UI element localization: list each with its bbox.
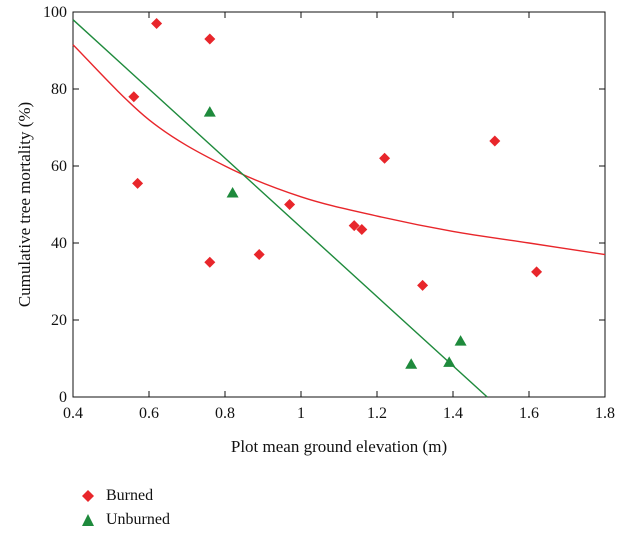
x-tick-label: 0.6 xyxy=(139,405,159,422)
point-burned xyxy=(132,177,144,189)
plot-frame xyxy=(72,11,606,398)
data-points xyxy=(128,18,543,369)
fit-line-unburned xyxy=(72,19,488,398)
y-axis-title: Cumulative tree mortality (%) xyxy=(15,102,34,307)
point-unburned xyxy=(226,186,239,198)
x-tick-label: 1 xyxy=(297,405,305,422)
point-burned xyxy=(531,266,543,278)
x-tick-label: 1.4 xyxy=(443,405,463,422)
point-burned xyxy=(348,220,360,232)
point-burned xyxy=(356,224,368,236)
point-burned xyxy=(417,279,429,291)
y-tick-label: 80 xyxy=(51,81,67,98)
point-burned xyxy=(489,135,501,147)
x-tick-label: 1.6 xyxy=(519,405,539,422)
scatter-chart: 0.4 0.6 0.8 1 1.2 1.4 1.6 1.8 0 20 40 60 80 100 Plot … xyxy=(15,4,615,456)
point-unburned xyxy=(454,335,467,346)
point-burned xyxy=(253,249,265,261)
axis-ticks: 0.4 0.6 0.8 1 1.2 1.4 1.6 1.8 0 20 40 60 80 100 xyxy=(43,4,615,422)
y-tick-label: 20 xyxy=(51,312,67,329)
point-unburned xyxy=(405,358,418,369)
x-tick-label: 1.2 xyxy=(367,405,387,422)
fit-lines xyxy=(72,19,606,398)
y-tick-label: 100 xyxy=(43,4,67,21)
legend-label-unburned: Unburned xyxy=(106,511,170,528)
point-burned xyxy=(151,18,163,30)
x-tick-label: 1.8 xyxy=(595,405,615,422)
point-burned xyxy=(204,256,216,268)
point-burned xyxy=(379,152,391,164)
y-tick-label: 60 xyxy=(51,158,67,175)
point-burned xyxy=(204,33,216,45)
legend-item-burned: Burned xyxy=(80,484,170,508)
point-burned xyxy=(128,91,140,103)
fit-line-burned xyxy=(72,44,606,256)
point-burned xyxy=(284,199,296,210)
y-tick-label: 40 xyxy=(51,235,67,252)
x-tick-label: 0.4 xyxy=(63,405,83,422)
legend-item-unburned: Unburned xyxy=(80,508,170,532)
legend-label-burned: Burned xyxy=(106,487,154,504)
x-axis-title: Plot mean ground elevation (m) xyxy=(231,437,447,456)
legend: Burned Unburned xyxy=(80,484,170,532)
x-tick-label: 0.8 xyxy=(215,405,235,422)
point-unburned xyxy=(443,356,456,367)
y-tick-label: 0 xyxy=(59,389,67,406)
point-unburned xyxy=(203,106,216,117)
diamond-icon xyxy=(82,490,94,502)
triangle-icon xyxy=(82,514,94,526)
